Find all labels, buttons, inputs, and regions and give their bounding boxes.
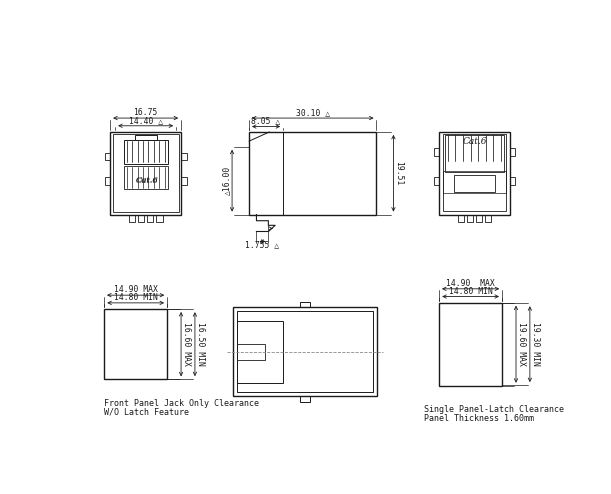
Bar: [237, 311, 373, 393]
Bar: [458, 214, 464, 222]
Bar: [299, 302, 310, 307]
Text: 14.80 MIN: 14.80 MIN: [114, 293, 158, 302]
Text: 1.755 △: 1.755 △: [246, 241, 279, 250]
Text: 30.10 △: 30.10 △: [296, 108, 330, 117]
Bar: [233, 307, 377, 396]
Bar: [104, 309, 167, 379]
Bar: [510, 177, 515, 185]
Text: 19.51: 19.51: [394, 161, 403, 185]
Text: 14.90 MAX: 14.90 MAX: [114, 285, 158, 294]
Bar: [434, 177, 439, 185]
Text: Cat.6: Cat.6: [136, 176, 159, 185]
Text: 16.75: 16.75: [133, 108, 158, 117]
Text: 16.60 MAX: 16.60 MAX: [182, 322, 191, 366]
Bar: [123, 166, 167, 189]
Text: W/O Latch Feature: W/O Latch Feature: [104, 408, 189, 417]
Bar: [443, 171, 506, 193]
Text: 16.50 MIN: 16.50 MIN: [196, 322, 205, 366]
Bar: [105, 177, 110, 185]
Text: 14.90  MAX: 14.90 MAX: [446, 279, 495, 288]
Bar: [439, 303, 502, 386]
Bar: [237, 321, 283, 383]
Bar: [249, 132, 376, 214]
Bar: [138, 214, 144, 222]
Text: Cat.6: Cat.6: [136, 176, 159, 184]
Text: △16.00: △16.00: [222, 166, 231, 195]
Bar: [445, 135, 504, 172]
Bar: [123, 140, 167, 165]
Bar: [112, 134, 179, 212]
Bar: [510, 149, 515, 156]
Bar: [454, 175, 495, 192]
Bar: [105, 153, 110, 160]
Text: 19.30 MIN: 19.30 MIN: [531, 322, 540, 366]
Bar: [434, 149, 439, 156]
Bar: [129, 214, 135, 222]
Bar: [476, 214, 482, 222]
Text: Panel Thickness 1.60mm: Panel Thickness 1.60mm: [423, 414, 533, 423]
Text: 8.05 △: 8.05 △: [252, 117, 280, 125]
Text: 14.40 △: 14.40 △: [128, 116, 163, 125]
Text: 19.60 MAX: 19.60 MAX: [517, 322, 526, 366]
Bar: [110, 132, 181, 214]
Bar: [147, 214, 153, 222]
Bar: [467, 214, 473, 222]
Bar: [443, 134, 506, 211]
Text: 14.80 MIN: 14.80 MIN: [448, 287, 492, 295]
Bar: [299, 396, 310, 402]
Bar: [485, 214, 491, 222]
Text: Cat.6: Cat.6: [462, 137, 487, 146]
Text: Front Panel Jack Only Clearance: Front Panel Jack Only Clearance: [104, 399, 259, 408]
Bar: [156, 214, 163, 222]
Bar: [181, 177, 186, 185]
Bar: [181, 153, 186, 160]
Bar: [439, 132, 510, 214]
Bar: [237, 344, 265, 360]
Bar: [134, 135, 156, 140]
Text: Single Panel-Latch Clearance: Single Panel-Latch Clearance: [423, 405, 564, 414]
